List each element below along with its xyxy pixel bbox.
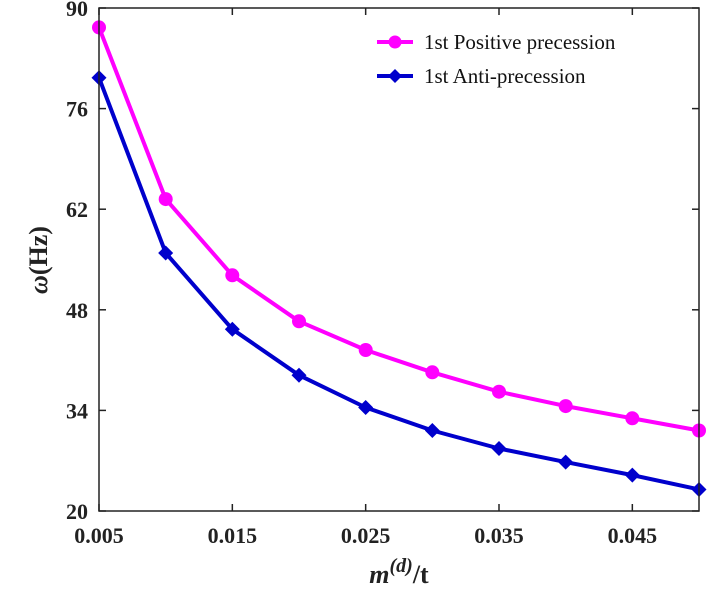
data-point-positive-precession — [358, 343, 373, 357]
data-point-positive-precession — [225, 268, 240, 283]
x-axis-title: m(d)/t — [369, 555, 429, 589]
data-point-positive-precession — [158, 192, 173, 207]
y-axis-title: ω(Hz) — [24, 226, 53, 294]
x-tick-label: 0.005 — [74, 523, 124, 548]
series-line-positive-precession — [97, 25, 701, 433]
data-point-positive-precession — [625, 411, 640, 426]
data-point-positive-precession — [492, 384, 506, 399]
x-tick-label: 0.015 — [208, 523, 258, 548]
x-axis-ticks: 0.005 0.015 0.025 0.035 0.045 — [74, 8, 657, 548]
y-axis-title-unit: (Hz) — [24, 226, 53, 275]
legend-marker-anti — [388, 69, 402, 83]
x-tick-label: 0.025 — [341, 523, 391, 548]
y-axis-ticks: 20 34 48 62 76 90 — [66, 0, 699, 524]
data-point-anti-precession — [291, 367, 307, 383]
legend-box — [351, 20, 683, 100]
x-axis-title-superscript: (d) — [390, 555, 413, 577]
data-point-positive-precession — [292, 314, 306, 329]
x-axis-title-suffix: /t — [412, 560, 429, 589]
data-point-positive-precession — [558, 399, 573, 414]
legend-label-anti: 1st Anti-precession — [424, 64, 586, 88]
data-point-anti-precession — [158, 245, 174, 261]
x-tick-label: 0.045 — [608, 523, 658, 548]
y-tick-label: 34 — [66, 398, 88, 423]
x-axis-title-symbol: m — [369, 560, 389, 589]
data-point-anti-precession — [624, 467, 640, 483]
data-point-anti-precession — [491, 440, 507, 456]
data-point-anti-precession — [424, 423, 440, 439]
legend-label-positive: 1st Positive precession — [424, 30, 616, 54]
legend-marker-positive — [388, 35, 402, 49]
data-point-positive-precession — [425, 365, 440, 380]
data-point-anti-precession — [358, 400, 374, 416]
series-line-anti-precession — [97, 75, 701, 492]
y-tick-label: 48 — [66, 298, 88, 323]
data-point-anti-precession — [224, 321, 240, 337]
y-tick-label: 90 — [66, 0, 88, 21]
y-axis-title-symbol: ω — [24, 275, 53, 294]
legend: 1st Positive precession 1st Anti-precess… — [351, 20, 683, 100]
y-tick-label: 20 — [66, 499, 88, 524]
x-tick-label: 0.035 — [474, 523, 524, 548]
series-layer — [91, 20, 707, 497]
y-tick-label: 62 — [66, 197, 88, 222]
y-tick-label: 76 — [66, 97, 88, 122]
plot-frame — [98, 7, 700, 512]
data-point-anti-precession — [558, 454, 574, 470]
